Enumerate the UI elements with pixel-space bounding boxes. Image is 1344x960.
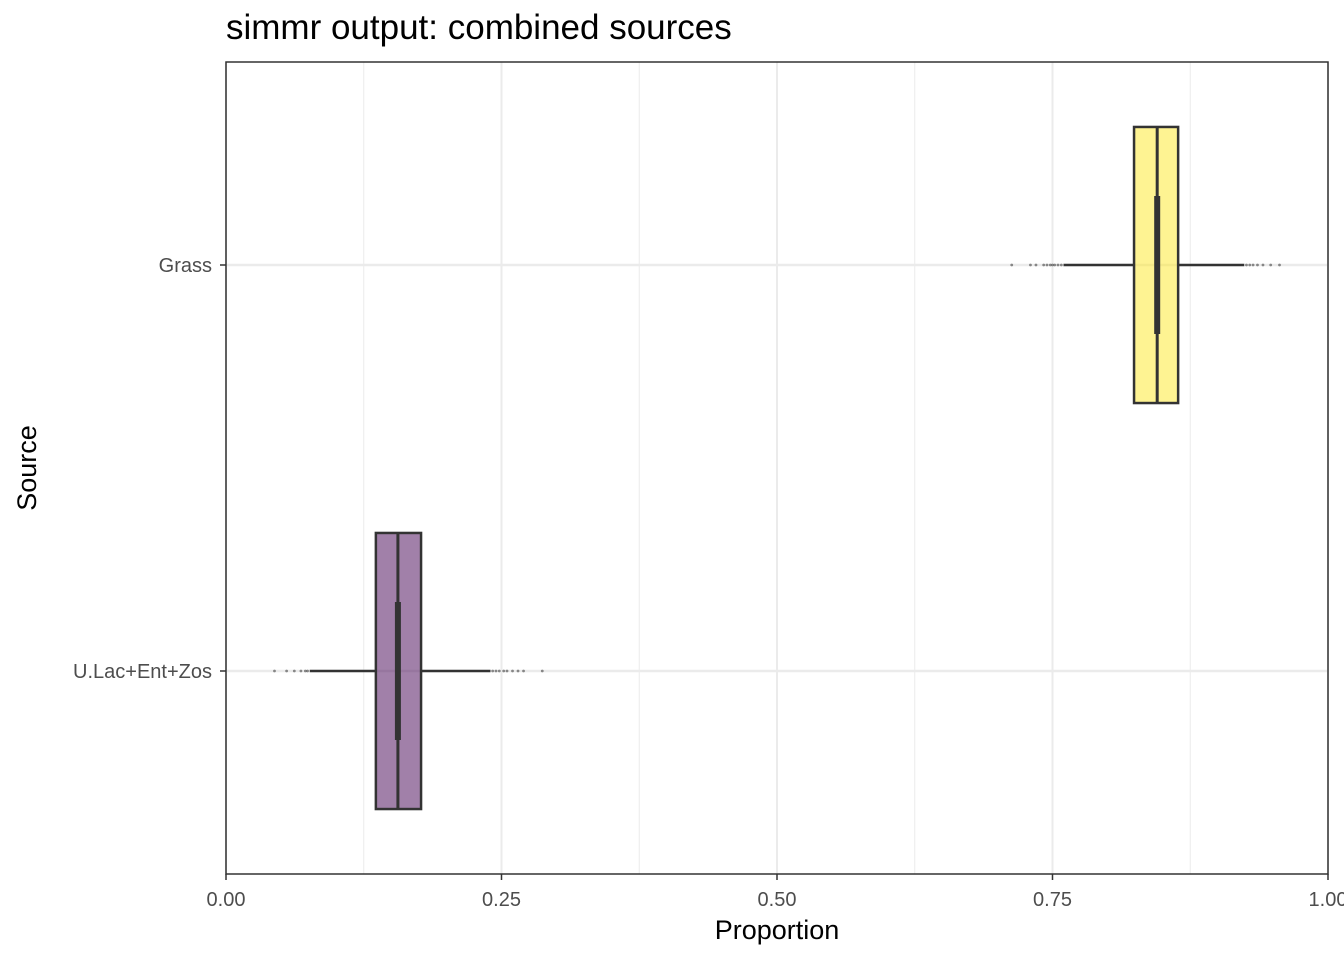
outlier-point xyxy=(299,669,303,673)
boxplot-0 xyxy=(1010,125,1281,405)
x-tick-label: 0.50 xyxy=(758,889,797,911)
boxplot-1 xyxy=(273,531,544,811)
outlier-point xyxy=(1048,263,1052,267)
outlier-point xyxy=(1045,263,1049,267)
outlier-point xyxy=(1251,263,1255,267)
outlier-point xyxy=(1053,263,1057,267)
outlier-point xyxy=(273,669,276,673)
x-tick-label: 0.25 xyxy=(482,889,521,911)
outlier-point xyxy=(1042,263,1046,267)
outlier-point xyxy=(303,669,307,673)
outlier-point xyxy=(497,669,501,673)
outlier-point xyxy=(1029,263,1032,267)
y-tick-label: Grass xyxy=(159,255,212,277)
outlier-point xyxy=(1261,263,1265,267)
x-tick-label: 0.00 xyxy=(207,889,246,911)
outlier-point xyxy=(516,669,520,673)
outlier-point xyxy=(494,669,498,673)
outlier-point xyxy=(491,669,495,673)
outlier-point xyxy=(1256,263,1259,267)
outlier-point xyxy=(511,669,514,673)
y-axis-title: Source xyxy=(12,425,42,511)
boxplots xyxy=(273,125,1281,811)
outlier-point xyxy=(1034,263,1038,267)
outlier-point xyxy=(1269,263,1273,267)
x-tick-label: 0.75 xyxy=(1033,889,1072,911)
axes: 0.00 0.25 0.50 0.75 1.00 Grass U.Lac+Ent+Zos xyxy=(73,255,1344,911)
outlier-point xyxy=(1059,263,1063,267)
x-axis-title: Proportion xyxy=(715,915,840,945)
outlier-point xyxy=(1248,263,1252,267)
outlier-point xyxy=(1245,263,1248,267)
outlier-point xyxy=(505,669,509,673)
outlier-point xyxy=(285,669,289,673)
outlier-point xyxy=(292,669,296,673)
outlier-point xyxy=(522,669,525,673)
outlier-point xyxy=(540,669,544,673)
outlier-point xyxy=(306,669,309,673)
outlier-point xyxy=(1051,263,1054,267)
outlier-point xyxy=(1278,263,1281,267)
y-tick-label: U.Lac+Ent+Zos xyxy=(73,661,212,683)
outlier-point xyxy=(1010,263,1014,267)
chart-title: simmr output: combined sources xyxy=(226,8,732,47)
outlier-point xyxy=(1056,263,1060,267)
outlier-point xyxy=(502,669,506,673)
x-tick-label: 1.00 xyxy=(1309,889,1344,911)
